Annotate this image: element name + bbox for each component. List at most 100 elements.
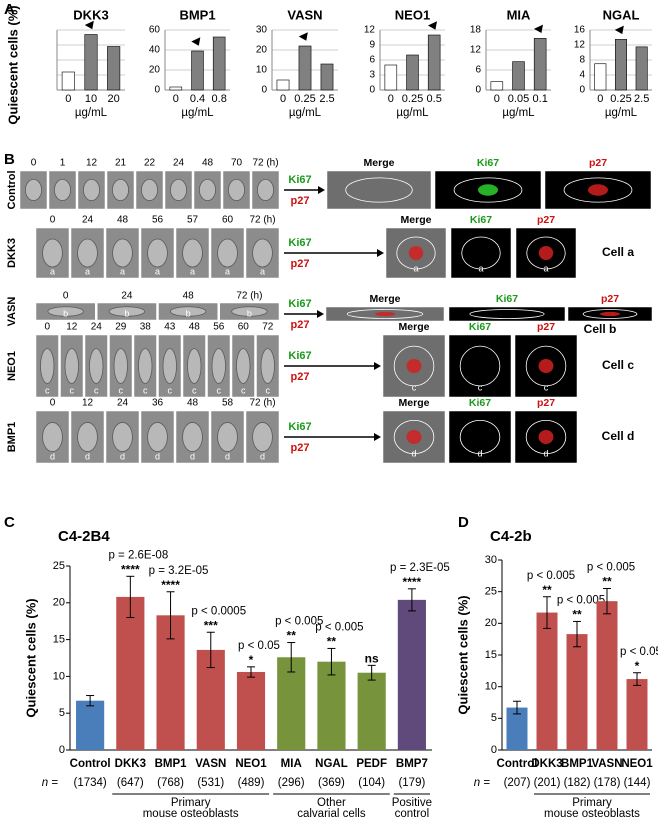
x-tick-label: MIA	[281, 758, 302, 770]
stain-label: p27	[291, 319, 310, 331]
x-tick-label: 0	[65, 93, 71, 105]
cell-shape	[147, 422, 168, 452]
y-tick-label: 15	[485, 649, 497, 661]
time-label: 29	[115, 322, 127, 333]
time-label: 58	[222, 398, 234, 409]
cell-outline	[563, 177, 633, 203]
stain-header: p27	[589, 157, 607, 169]
y-tick-label: 0	[491, 744, 497, 756]
bar	[61, 71, 75, 91]
y-tick-label: 6	[475, 65, 481, 76]
y-tick-label: 0	[369, 85, 375, 96]
cell-outline	[346, 309, 424, 319]
y-tick-label: 10	[256, 65, 268, 76]
y-axis-title: Quiescent cells (%)	[23, 598, 38, 717]
cell-shape	[89, 348, 104, 384]
error-bar	[327, 647, 336, 676]
y-tick-label: 5	[491, 712, 497, 724]
stain-header: Merge	[364, 157, 395, 169]
time-label: 24	[117, 398, 129, 409]
bar	[357, 672, 386, 750]
time-label: 72 (h)	[252, 158, 278, 169]
cell-letter: a	[50, 266, 55, 276]
bar	[116, 596, 145, 750]
x-axis-title: µg/mL	[289, 107, 322, 119]
n-value: (144)	[624, 777, 651, 789]
time-label: 72 (h)	[249, 215, 275, 226]
p-value-label: p < 0.005	[315, 621, 363, 633]
cell-letter: d	[50, 451, 55, 461]
p-value-label: p = 2.6E-08	[108, 549, 168, 561]
x-tick-label: NEO1	[235, 758, 267, 770]
bar	[490, 81, 504, 91]
stain-panel	[450, 227, 512, 279]
x-tick-label: 0.8	[212, 93, 227, 105]
significance-label: **	[542, 583, 552, 597]
p-value-label: p < 0.005	[557, 594, 605, 606]
cell-outline	[453, 177, 523, 203]
significance-label: ****	[161, 578, 180, 592]
n-value: (207)	[504, 777, 531, 789]
significance-label: ns	[365, 652, 379, 666]
significance-label: **	[327, 635, 337, 649]
x-tick-label: 0.25	[610, 93, 631, 105]
cell-letter: d	[120, 451, 125, 461]
cell-letter: c	[143, 385, 148, 395]
x-tick-label: 0	[280, 93, 286, 105]
error-bar	[633, 672, 641, 686]
time-label: 0	[44, 322, 50, 333]
cell-shape	[112, 178, 130, 202]
time-label: 1	[60, 158, 66, 169]
y-tick-label: 0	[261, 85, 267, 96]
nucleus-signal	[478, 184, 498, 196]
cell-shape	[252, 422, 273, 452]
bar	[236, 671, 266, 750]
cell-outline	[469, 309, 545, 319]
chart-title: NEO1	[395, 7, 430, 22]
x-axis-title: µg/mL	[181, 107, 214, 119]
time-label: 0	[63, 291, 69, 302]
stain-label: Ki67	[288, 298, 311, 310]
time-label: 72 (h)	[236, 291, 262, 302]
time-label: 38	[140, 322, 152, 333]
microscopy-frame	[140, 227, 175, 279]
n-label: n =	[474, 777, 491, 789]
cell-letter: a	[543, 263, 548, 273]
row-label: NEO1	[6, 351, 18, 381]
cell-letter: a	[85, 266, 90, 276]
chart-title: MIA	[507, 7, 531, 22]
n-value: (104)	[358, 777, 385, 789]
y-tick-label: 20	[256, 45, 268, 56]
x-tick-label: VASN	[195, 758, 226, 770]
y-tick-label: 10	[485, 681, 497, 693]
time-label: 22	[144, 158, 156, 169]
nucleus-signal	[600, 311, 620, 317]
bar	[566, 634, 588, 750]
bar	[276, 79, 290, 91]
cell-shape	[162, 348, 177, 384]
y-tick-label: 0	[154, 85, 160, 96]
cell-letter: c	[119, 385, 124, 395]
x-tick-label: 0	[388, 93, 394, 105]
stain-panel	[448, 410, 512, 464]
chart-title: C4-2b	[490, 528, 532, 545]
cell-outline	[525, 345, 567, 387]
time-label: 48	[202, 158, 214, 169]
nucleus-signal	[408, 246, 424, 260]
cell-shape	[47, 306, 84, 317]
stain-header: Ki67	[496, 293, 518, 305]
y-tick-label: 6	[369, 55, 375, 66]
cell-shape	[169, 306, 207, 317]
group-label: mouse osteoblasts	[143, 808, 239, 818]
cell-shape	[231, 306, 268, 317]
error-bar	[126, 575, 135, 619]
bar	[406, 54, 419, 91]
arrow-head	[318, 186, 325, 194]
cell-letter: c	[94, 385, 99, 395]
arrowhead	[298, 32, 308, 41]
n-value: (647)	[117, 777, 144, 789]
cell-label: Cell b	[584, 322, 617, 336]
cell-shape	[182, 238, 203, 268]
